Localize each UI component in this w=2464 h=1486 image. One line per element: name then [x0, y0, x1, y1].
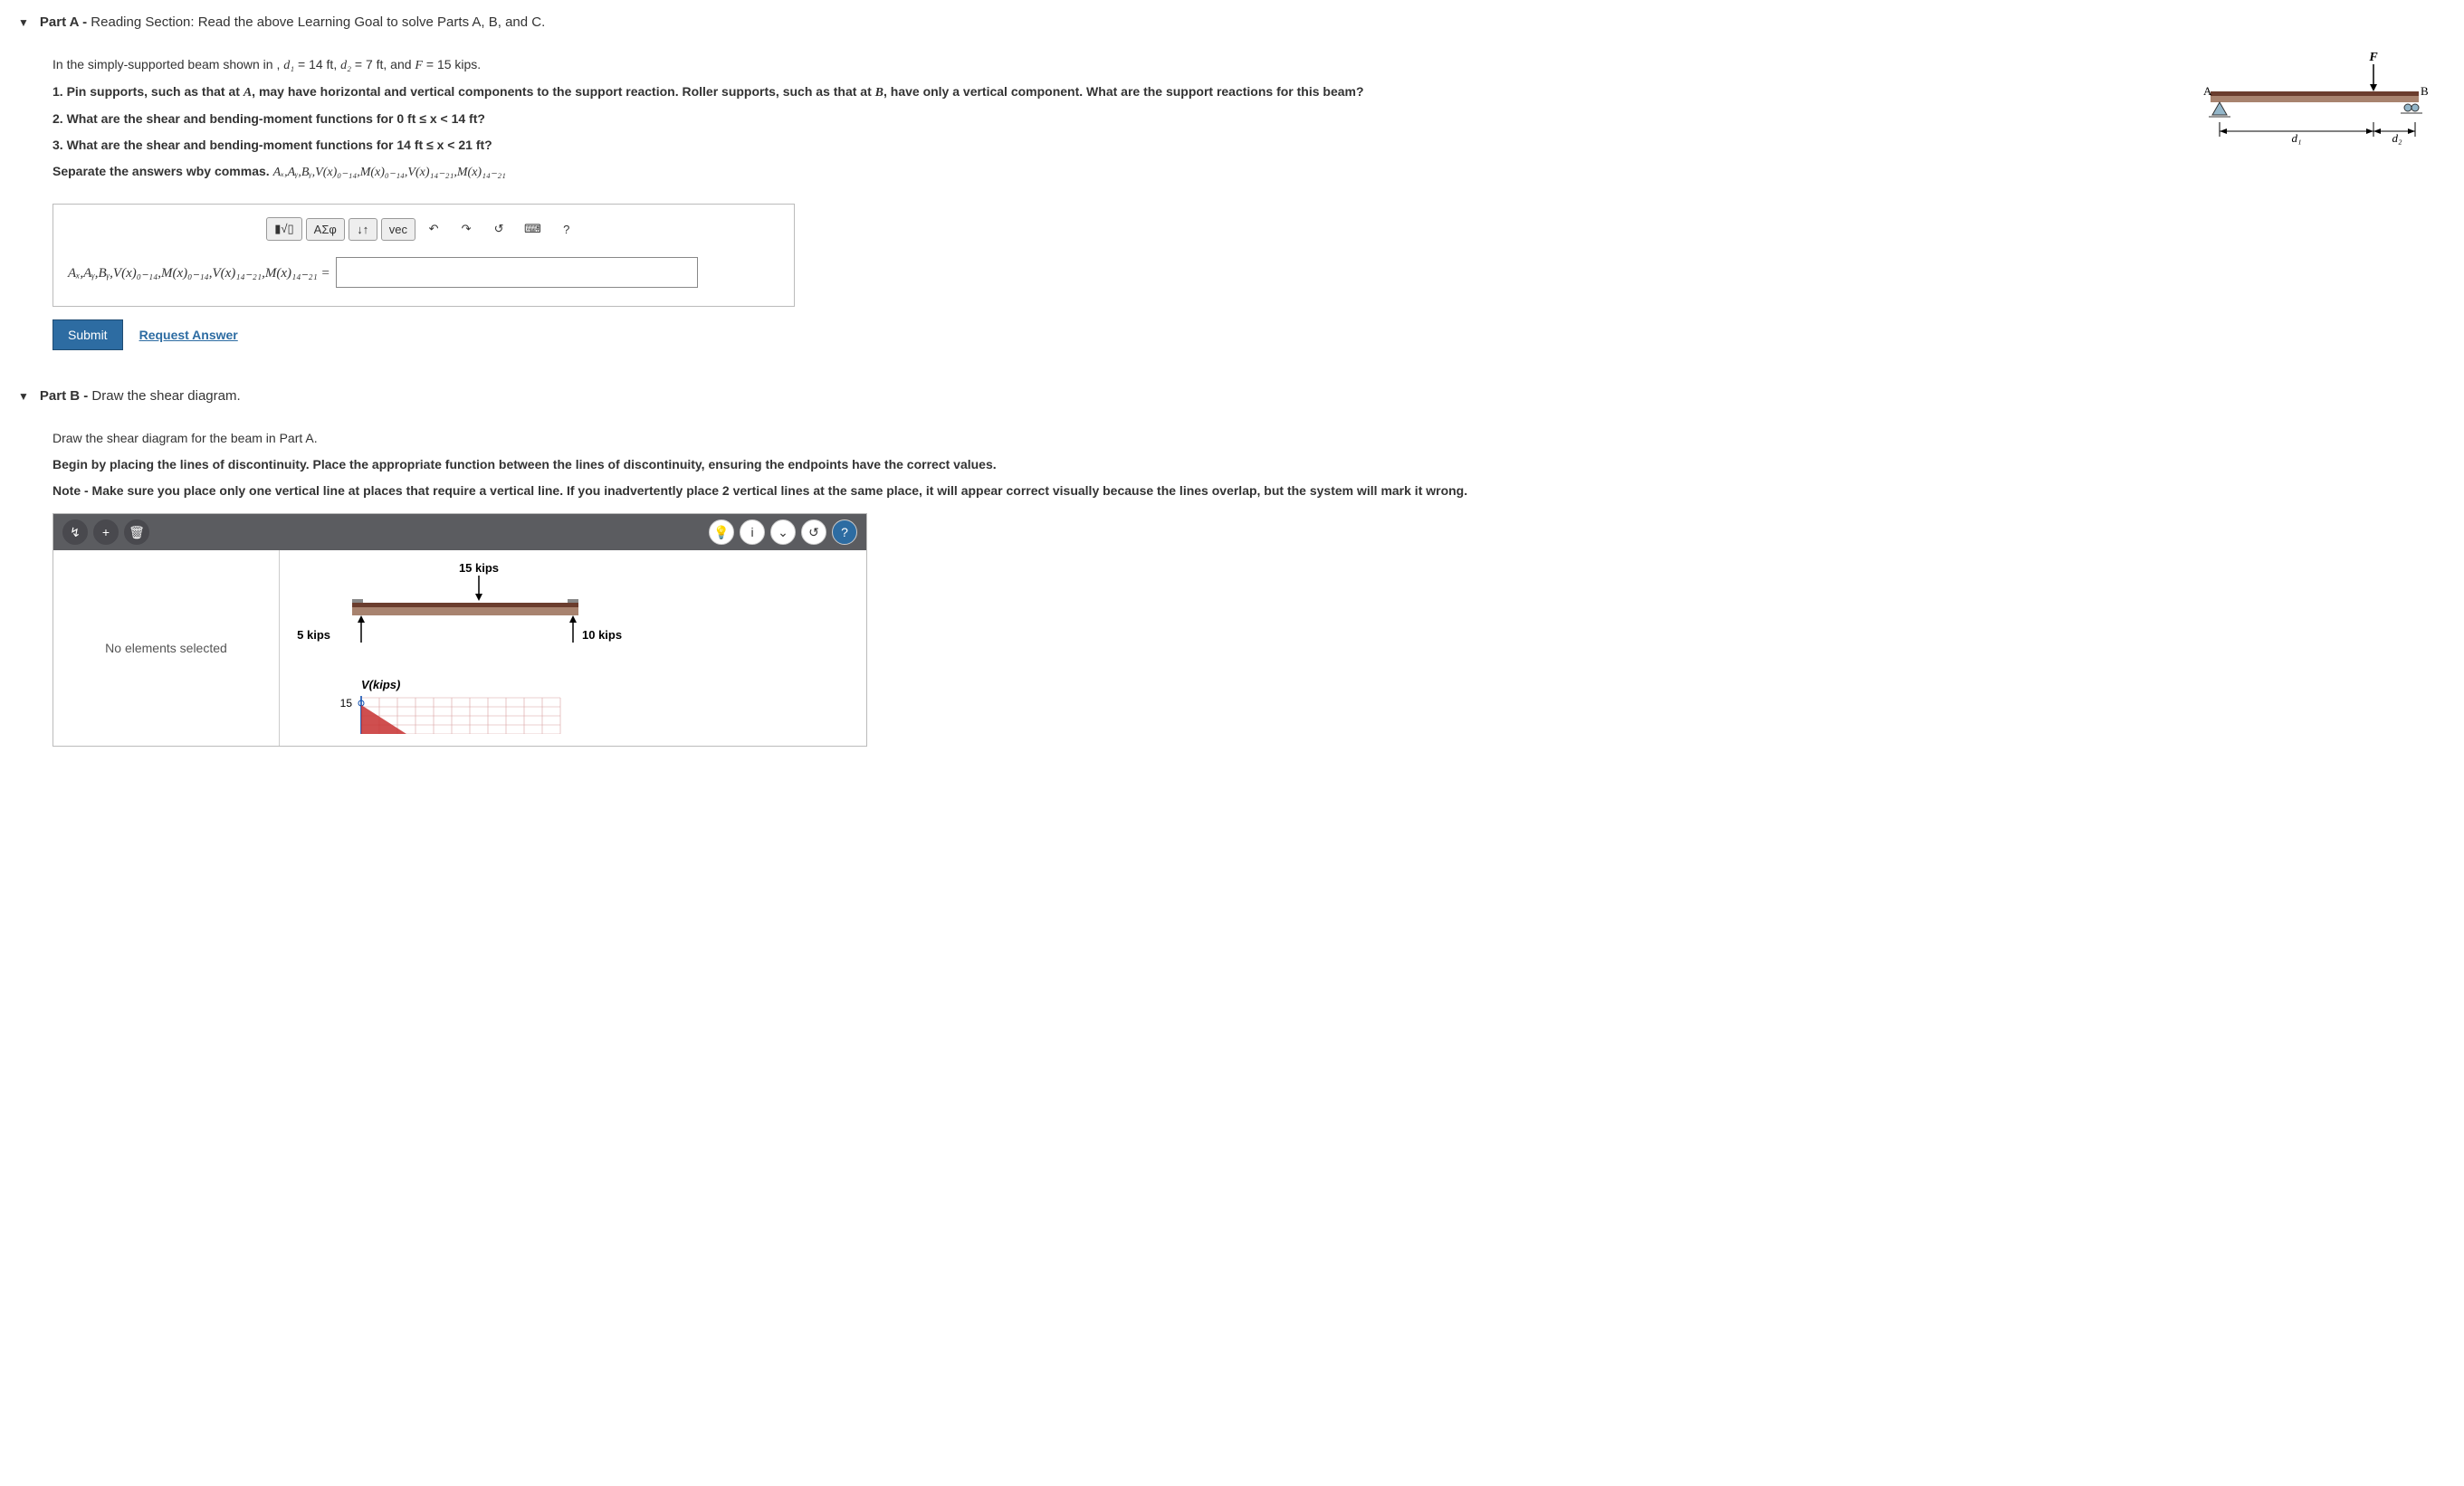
svg-text:5 kips: 5 kips — [297, 628, 330, 642]
question-2: 2. What are the shear and bending-moment… — [53, 110, 2165, 129]
expand-button[interactable]: ⌄ — [770, 519, 796, 545]
drawing-canvas: ↯ + 🗑 💡 i ⌄ ↺ ? No elements selected 15 … — [53, 513, 867, 747]
canvas-reset-button[interactable]: ↺ — [801, 519, 826, 545]
svg-text:V(kips): V(kips) — [361, 680, 400, 691]
part-a-header[interactable]: ▼ Part A - Reading Section: Read the abo… — [18, 9, 2446, 35]
vec-button[interactable]: vec — [381, 218, 415, 241]
reset-button[interactable]: ↺ — [484, 218, 513, 240]
help-button[interactable]: ? — [552, 219, 581, 240]
svg-text:A: A — [2203, 84, 2212, 98]
part-b-content: Draw the shear diagram for the beam in P… — [18, 409, 2446, 756]
part-a-content: In the simply-supported beam shown in , … — [18, 35, 2446, 359]
svg-text:10 kips: 10 kips — [582, 628, 622, 642]
canvas-main[interactable]: 15 kips 5 kips 10 kips — [280, 550, 866, 746]
question-1: 1. Pin supports, such as that at A, may … — [53, 82, 2165, 102]
part-b-header[interactable]: ▼ Part B - Draw the shear diagram. — [18, 383, 2446, 409]
canvas-sidebar: No elements selected — [53, 550, 280, 746]
request-answer-link[interactable]: Request Answer — [139, 328, 238, 342]
svg-text:15 kips: 15 kips — [459, 561, 499, 575]
equation-toolbar: ▮√▯ ΑΣφ ↓↑ vec ↶ ↷ ↺ ⌨ ? — [68, 217, 779, 241]
submit-button[interactable]: Submit — [53, 319, 123, 350]
add-tool-button[interactable]: + — [93, 519, 119, 545]
svg-text:d₁: d₁ — [2291, 131, 2301, 145]
selection-status: No elements selected — [105, 641, 227, 655]
part-a-title: Part A - Reading Section: Read the above… — [40, 14, 545, 30]
canvas-toolbar: ↯ + 🗑 💡 i ⌄ ↺ ? — [53, 514, 866, 550]
partb-p3: Note - Make sure you place only one vert… — [53, 481, 2446, 500]
svg-text:B: B — [2421, 84, 2428, 98]
mini-beam-figure: 15 kips 5 kips 10 kips — [289, 559, 669, 668]
canvas-help-button[interactable]: ? — [832, 519, 857, 545]
answer-variables-label: Aₓ,Aᵧ,Bᵧ,V(x)₀₋₁₄,M(x)₀₋₁₄,V(x)₁₄₋₂₁,M(x… — [68, 264, 330, 281]
info-button[interactable]: i — [740, 519, 765, 545]
undo-button[interactable]: ↶ — [419, 218, 448, 240]
trash-tool-button[interactable]: 🗑 — [124, 519, 149, 545]
svg-text:d₂: d₂ — [2392, 131, 2402, 145]
question-3: 3. What are the shear and bending-moment… — [53, 136, 2165, 155]
beam-figure: F A B — [2192, 48, 2428, 157]
answer-box: ▮√▯ ΑΣφ ↓↑ vec ↶ ↷ ↺ ⌨ ? Aₓ,Aᵧ,Bᵧ,V(x)₀₋… — [53, 204, 795, 307]
svg-text:F: F — [2368, 51, 2378, 64]
shear-plot[interactable]: V(kips) — [289, 680, 669, 734]
part-b-title: Part B - Draw the shear diagram. — [40, 388, 241, 404]
redo-button[interactable]: ↷ — [452, 218, 481, 240]
cursor-tool-button[interactable]: ↯ — [62, 519, 88, 545]
separate-instructions: Separate the answers wby commas. Aₓ,Aᵧ,B… — [53, 162, 2165, 182]
partb-p2: Begin by placing the lines of discontinu… — [53, 455, 2446, 474]
collapse-icon[interactable]: ▼ — [18, 16, 29, 29]
intro-text: In the simply-supported beam shown in , … — [53, 55, 2165, 75]
subscript-button[interactable]: ↓↑ — [349, 218, 377, 241]
templates-button[interactable]: ▮√▯ — [266, 217, 301, 241]
partb-p1: Draw the shear diagram for the beam in P… — [53, 429, 2446, 448]
answer-input[interactable] — [336, 257, 698, 288]
svg-text:15: 15 — [340, 697, 353, 710]
hint-button[interactable]: 💡 — [709, 519, 734, 545]
keyboard-button[interactable]: ⌨ — [517, 218, 549, 240]
greek-button[interactable]: ΑΣφ — [306, 218, 345, 241]
collapse-icon[interactable]: ▼ — [18, 390, 29, 403]
